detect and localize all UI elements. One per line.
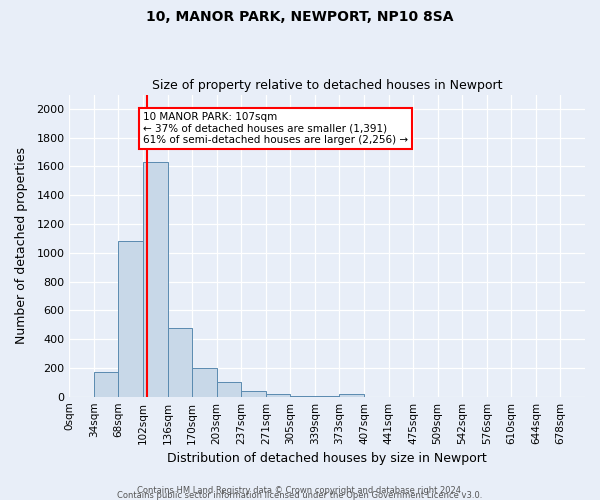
Text: 10, MANOR PARK, NEWPORT, NP10 8SA: 10, MANOR PARK, NEWPORT, NP10 8SA: [146, 10, 454, 24]
Y-axis label: Number of detached properties: Number of detached properties: [15, 147, 28, 344]
Text: 10 MANOR PARK: 107sqm
← 37% of detached houses are smaller (1,391)
61% of semi-d: 10 MANOR PARK: 107sqm ← 37% of detached …: [143, 112, 408, 145]
Bar: [266, 394, 290, 396]
Bar: [167, 328, 192, 396]
Bar: [192, 368, 217, 396]
X-axis label: Distribution of detached houses by size in Newport: Distribution of detached houses by size …: [167, 452, 487, 465]
Bar: [340, 394, 364, 396]
Bar: [217, 382, 241, 396]
Text: Contains public sector information licensed under the Open Government Licence v3: Contains public sector information licen…: [118, 491, 482, 500]
Title: Size of property relative to detached houses in Newport: Size of property relative to detached ho…: [152, 79, 502, 92]
Text: Contains HM Land Registry data © Crown copyright and database right 2024.: Contains HM Land Registry data © Crown c…: [137, 486, 463, 495]
Bar: [241, 391, 266, 396]
Bar: [118, 242, 143, 396]
Bar: [143, 162, 167, 396]
Bar: [94, 372, 118, 396]
